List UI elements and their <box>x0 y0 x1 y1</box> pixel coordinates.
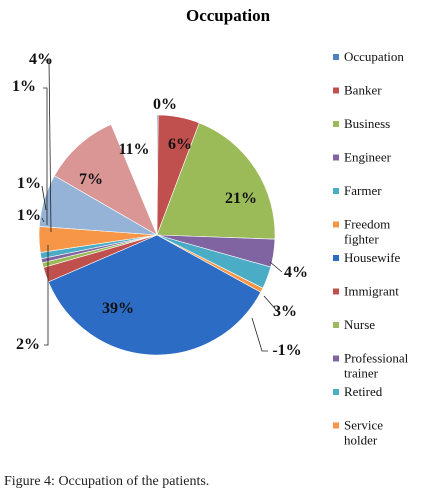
data-label-9: 1% <box>17 207 41 224</box>
leader-line-6 <box>251 317 268 352</box>
figure-caption: Figure 4: Occupation of the patients. <box>4 474 210 489</box>
pie-slice-3 <box>156 122 276 240</box>
legend: Occupation Banker Business Engineer Farmer Fr… <box>333 49 409 448</box>
legend-swatch-3 <box>333 121 339 127</box>
data-label-7: 39% <box>102 300 134 317</box>
legend-label-6: Freedom fighter <box>344 217 390 247</box>
legend-swatch-12 <box>333 422 339 429</box>
legend-swatch-5 <box>333 188 339 194</box>
legend-swatch-11 <box>333 389 339 395</box>
leader-line-5 <box>44 245 49 346</box>
legend-label-11: Retired <box>344 384 383 399</box>
legend-label-4: Engineer <box>344 150 392 165</box>
data-label-2: 6% <box>168 136 192 153</box>
data-label-3: 21% <box>225 190 257 207</box>
data-label-10: 1% <box>17 175 41 192</box>
leader-line-3 <box>41 185 47 211</box>
data-label-14: 11% <box>118 141 149 158</box>
legend-swatch-2 <box>333 87 339 94</box>
legend-swatch-6 <box>333 221 339 228</box>
pie-chart: Occupation 0% 6% 21% 4% 3% -1% 39% 2% 1% 1% 1% 4% 7%… <box>12 6 409 448</box>
pie-slices <box>38 114 276 356</box>
legend-label-10: Professional trainer <box>344 351 409 381</box>
legend-label-8: Immigrant <box>344 284 399 299</box>
data-label-12: 4% <box>29 51 53 68</box>
legend-label-7: Housewife <box>344 250 401 265</box>
leader-line-1 <box>44 59 52 233</box>
legend-swatch-8 <box>333 288 339 295</box>
data-label-6: -1% <box>272 342 301 359</box>
pie-slice-7 <box>47 234 262 356</box>
legend-label-9: Nurse <box>344 317 375 332</box>
legend-swatch-4 <box>333 154 339 161</box>
leader-line-8 <box>269 261 283 273</box>
leader-lines <box>41 59 283 352</box>
legend-label-2: Banker <box>344 83 382 98</box>
legend-swatch-1 <box>333 54 339 60</box>
legend-swatch-7 <box>333 255 339 261</box>
legend-swatch-9 <box>333 322 339 328</box>
data-label-8: 2% <box>16 336 40 353</box>
legend-label-1: Occupation <box>344 49 404 64</box>
data-labels: 0% 6% 21% 4% 3% -1% 39% 2% 1% 1% 1% 4% 7% 11% <box>12 51 308 359</box>
leader-line-4 <box>41 217 45 223</box>
legend-label-3: Business <box>344 116 390 131</box>
data-label-13: 7% <box>79 171 103 188</box>
leader-line-7 <box>263 295 279 313</box>
legend-label-5: Farmer <box>344 183 382 198</box>
legend-swatch-10 <box>333 355 339 362</box>
data-label-5: 3% <box>273 303 297 320</box>
leader-line-2 <box>43 87 48 225</box>
pie-slice-14 <box>53 124 158 236</box>
data-label-1: 0% <box>153 96 177 113</box>
data-label-4: 4% <box>284 264 308 281</box>
data-label-11: 1% <box>12 78 36 95</box>
chart-title: Occupation <box>186 6 271 25</box>
legend-label-12: Service holder <box>344 418 383 448</box>
